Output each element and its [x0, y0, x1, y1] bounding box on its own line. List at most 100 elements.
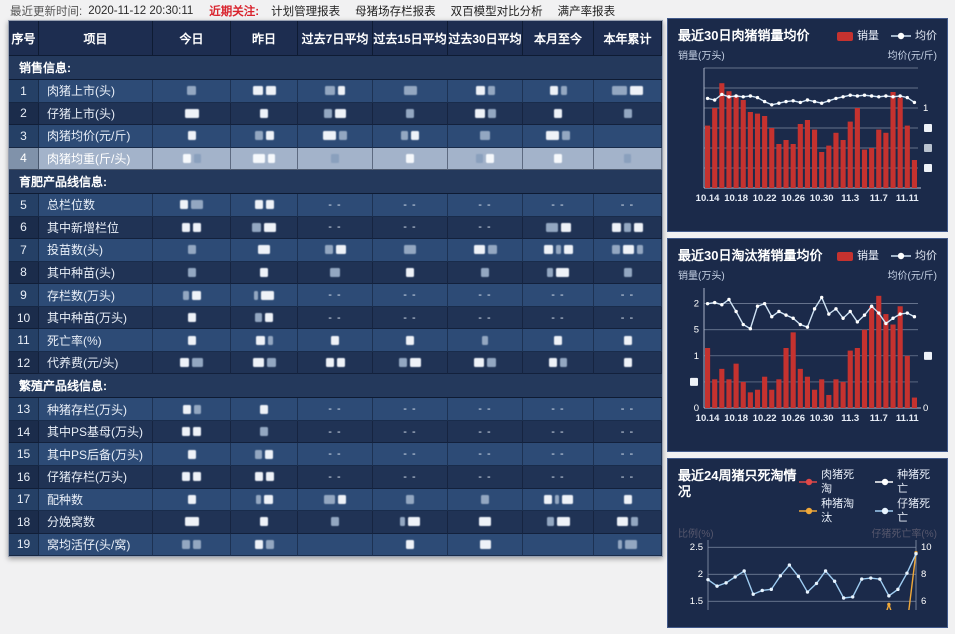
bar — [747, 392, 753, 408]
data-point — [713, 98, 717, 102]
table-row[interactable]: 12 代养费(元/头) — [9, 351, 662, 375]
chart-panel-pig-sales: 最近30日肉猪销量均价 销量 均价 销量(万头) 均价(元/斤) 10.14 10.… — [667, 18, 948, 232]
bar — [797, 368, 803, 408]
cell-value — [153, 533, 231, 557]
cell-value — [448, 351, 523, 375]
cell-value — [231, 80, 298, 103]
legend-item: 仔猪死亡 — [874, 497, 937, 525]
table-row[interactable]: 4 肉猪均重(斤/头) — [9, 147, 662, 171]
row-label: 肉猪上市(头) — [39, 80, 153, 103]
line-series — [707, 295, 915, 330]
data-point — [741, 322, 745, 327]
dash-value: - - — [551, 425, 565, 438]
redacted-value — [487, 86, 495, 96]
table-row[interactable]: 15 其中PS后备(万头) - - - - - - - - - - — [9, 443, 662, 466]
redacted-value — [473, 245, 485, 255]
redacted-value — [549, 86, 558, 96]
dash-value: - - — [620, 470, 635, 483]
report-link[interactable]: 计划管理报表 — [271, 5, 341, 18]
table-row[interactable]: 9 存栏数(万头) - - - - - - - - - - — [9, 284, 662, 307]
cell-value — [153, 125, 231, 148]
legend-item: 销量 — [837, 249, 879, 263]
redacted-value — [193, 472, 201, 482]
bar — [869, 148, 875, 188]
cell-value — [231, 443, 298, 466]
dash-value: - - — [620, 311, 635, 324]
table-row[interactable]: 16 仔猪存栏(万头) - - - - - - - - - - — [9, 465, 662, 489]
redacted-value — [265, 539, 274, 549]
table-row[interactable]: 2 仔猪上市(头) — [9, 102, 662, 126]
cell-value: - - — [448, 306, 523, 330]
y-left-tick-label: 5 — [694, 325, 699, 336]
data-point — [769, 587, 774, 592]
table-row[interactable]: 5 总栏位数 - - - - - - - - - - — [9, 194, 662, 217]
table-row[interactable]: 18 分娩窝数 — [9, 511, 662, 534]
row-label: 仔猪存栏(万头) — [39, 465, 153, 489]
table-row[interactable]: 7 投苗数(头) — [9, 239, 662, 262]
row-index: 15 — [9, 443, 39, 466]
redacted-value — [254, 539, 263, 549]
table-row[interactable]: 8 其中种苗(头) — [9, 261, 662, 285]
report-link[interactable]: 双百模型对比分析 — [450, 5, 543, 18]
redacted-value — [554, 494, 559, 504]
redacted-value — [193, 539, 201, 549]
cell-value: - - — [523, 443, 594, 466]
dash-value: - - — [620, 448, 635, 461]
chart-legend: 肉猪死淘 种猪死亡 种猪淘汰 仔猪死亡 — [798, 468, 937, 525]
row-index: 18 — [9, 511, 39, 534]
data-point — [787, 563, 792, 567]
dash-value: - - — [403, 470, 417, 483]
redacted-value — [265, 472, 274, 482]
redacted-value — [182, 472, 190, 482]
redacted-value — [182, 539, 190, 549]
column-header: 过去30日平均 — [448, 21, 523, 56]
table-row[interactable]: 6 其中新增栏位 - - - - - - — [9, 216, 662, 240]
legend-line-marker-icon — [798, 478, 818, 486]
report-link[interactable]: 母猪场存栏报表 — [355, 5, 436, 18]
table-row[interactable]: 14 其中PS基母(万头) - - - - - - - - - - — [9, 420, 662, 444]
dash-value: - - — [328, 470, 342, 483]
table-row[interactable]: 13 种猪存栏(万头) - - - - - - - - - - — [9, 398, 662, 421]
bar — [826, 145, 832, 188]
table-row[interactable]: 17 配种数 — [9, 488, 662, 512]
data-point — [820, 295, 824, 300]
redacted-value — [184, 517, 199, 527]
dash-value: - - — [328, 221, 342, 234]
data-point — [832, 579, 837, 583]
table-row[interactable]: 19 窝均活仔(头/窝) — [9, 533, 662, 557]
redacted-value — [335, 245, 346, 255]
x-tick-label: 10.22 — [753, 413, 777, 424]
cell-value — [298, 533, 373, 557]
table-row[interactable]: 10 其中种苗(万头) - - - - - - - - - - — [9, 306, 662, 330]
bar — [726, 379, 732, 408]
table-row[interactable]: 11 死亡率(%) — [9, 329, 662, 352]
table-row[interactable]: 1 肉猪上市(头) — [9, 80, 662, 103]
table-row[interactable]: 3 肉猪均价(元/斤) — [9, 125, 662, 148]
data-point — [715, 584, 719, 588]
dash-value: - - — [328, 289, 342, 302]
cell-value — [298, 261, 373, 285]
redacted-value — [268, 153, 275, 163]
chart-legend: 销量 均价 — [837, 29, 937, 43]
redacted-value — [400, 517, 405, 527]
redacted-value — [617, 517, 628, 527]
redacted-value — [193, 404, 201, 414]
column-header: 序号 — [9, 21, 39, 56]
legend-label: 种猪死亡 — [897, 469, 931, 495]
redacted-value — [406, 153, 414, 163]
y-left-axis-label: 销量(万头) — [678, 271, 725, 282]
bar — [833, 379, 839, 408]
report-link[interactable]: 满产率报表 — [557, 5, 616, 18]
cell-value: - - — [448, 216, 523, 240]
chart-panel-cull-sales: 最近30日淘汰猪销量均价 销量 均价 销量(万头) 均价(元/斤) 10.14 10… — [667, 238, 948, 452]
cell-value: - - — [448, 194, 523, 217]
y-right-tick-label: 8 — [921, 569, 926, 580]
cell-value — [231, 351, 298, 375]
bar — [776, 144, 782, 188]
redacted-value — [556, 517, 570, 527]
data-point — [770, 103, 774, 107]
data-point — [877, 311, 881, 315]
column-header: 本年累计 — [594, 21, 662, 56]
bar — [826, 394, 832, 408]
row-label: 其中PS基母(万头) — [39, 420, 153, 444]
